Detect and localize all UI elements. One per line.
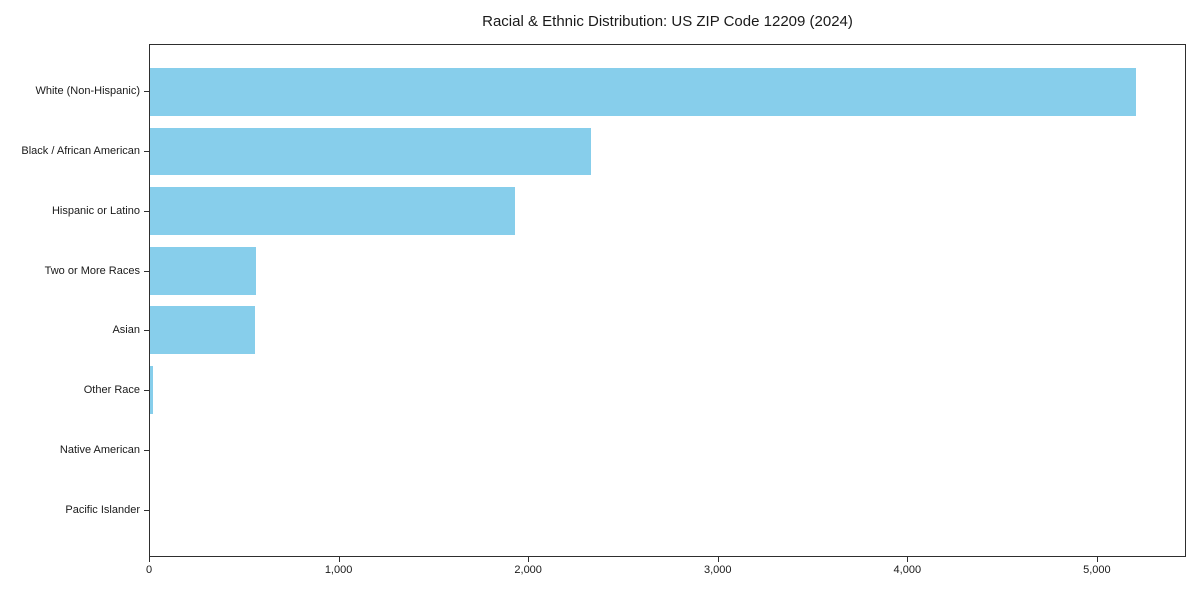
- x-tick-label: 1,000: [324, 564, 353, 576]
- category-label-asian: Asian: [112, 324, 140, 337]
- x-tick-label: 0: [145, 564, 153, 576]
- category-label-pacific-islander: Pacific Islander: [65, 503, 140, 516]
- bar-hispanic-or-latino: [150, 187, 516, 235]
- x-tick-mark: [528, 557, 530, 562]
- plot-area: [149, 44, 1186, 557]
- category-label-native-american: Native American: [59, 443, 140, 456]
- x-tick-mark: [1096, 557, 1098, 562]
- x-tick-label: 5,000: [1083, 564, 1111, 576]
- x-tick-mark: [338, 557, 340, 562]
- y-tick-mark: [144, 270, 149, 272]
- x-tick-mark: [907, 557, 909, 562]
- category-label-black-african-american: Black / African American: [21, 145, 140, 158]
- y-tick-mark: [144, 330, 149, 332]
- chart-title: Racial & Ethnic Distribution: US ZIP Cod…: [482, 13, 853, 30]
- bar-white-non-hispanic: [150, 68, 1136, 116]
- bar-black-african-american: [150, 127, 591, 176]
- y-tick-mark: [144, 210, 149, 212]
- x-tick-mark: [717, 557, 719, 562]
- category-label-other-race: Other Race: [83, 384, 140, 397]
- y-tick-mark: [144, 91, 149, 93]
- bar-two-or-more-races: [150, 246, 256, 295]
- y-tick-mark: [144, 390, 149, 392]
- y-tick-mark: [144, 151, 149, 153]
- bar-asian: [150, 306, 255, 355]
- x-tick-label: 3,000: [703, 564, 732, 576]
- x-tick-mark: [149, 557, 150, 562]
- y-tick-mark: [144, 449, 149, 451]
- category-label-two-or-more-races: Two or More Races: [44, 264, 140, 277]
- x-tick-label: 2,000: [514, 564, 542, 576]
- y-tick-mark: [144, 509, 149, 511]
- category-label-white-non-hispanic: White (Non-Hispanic): [35, 85, 140, 98]
- category-label-hispanic-or-latino: Hispanic or Latino: [51, 204, 140, 217]
- bar-other-race: [150, 366, 154, 414]
- x-tick-label: 4,000: [893, 564, 922, 576]
